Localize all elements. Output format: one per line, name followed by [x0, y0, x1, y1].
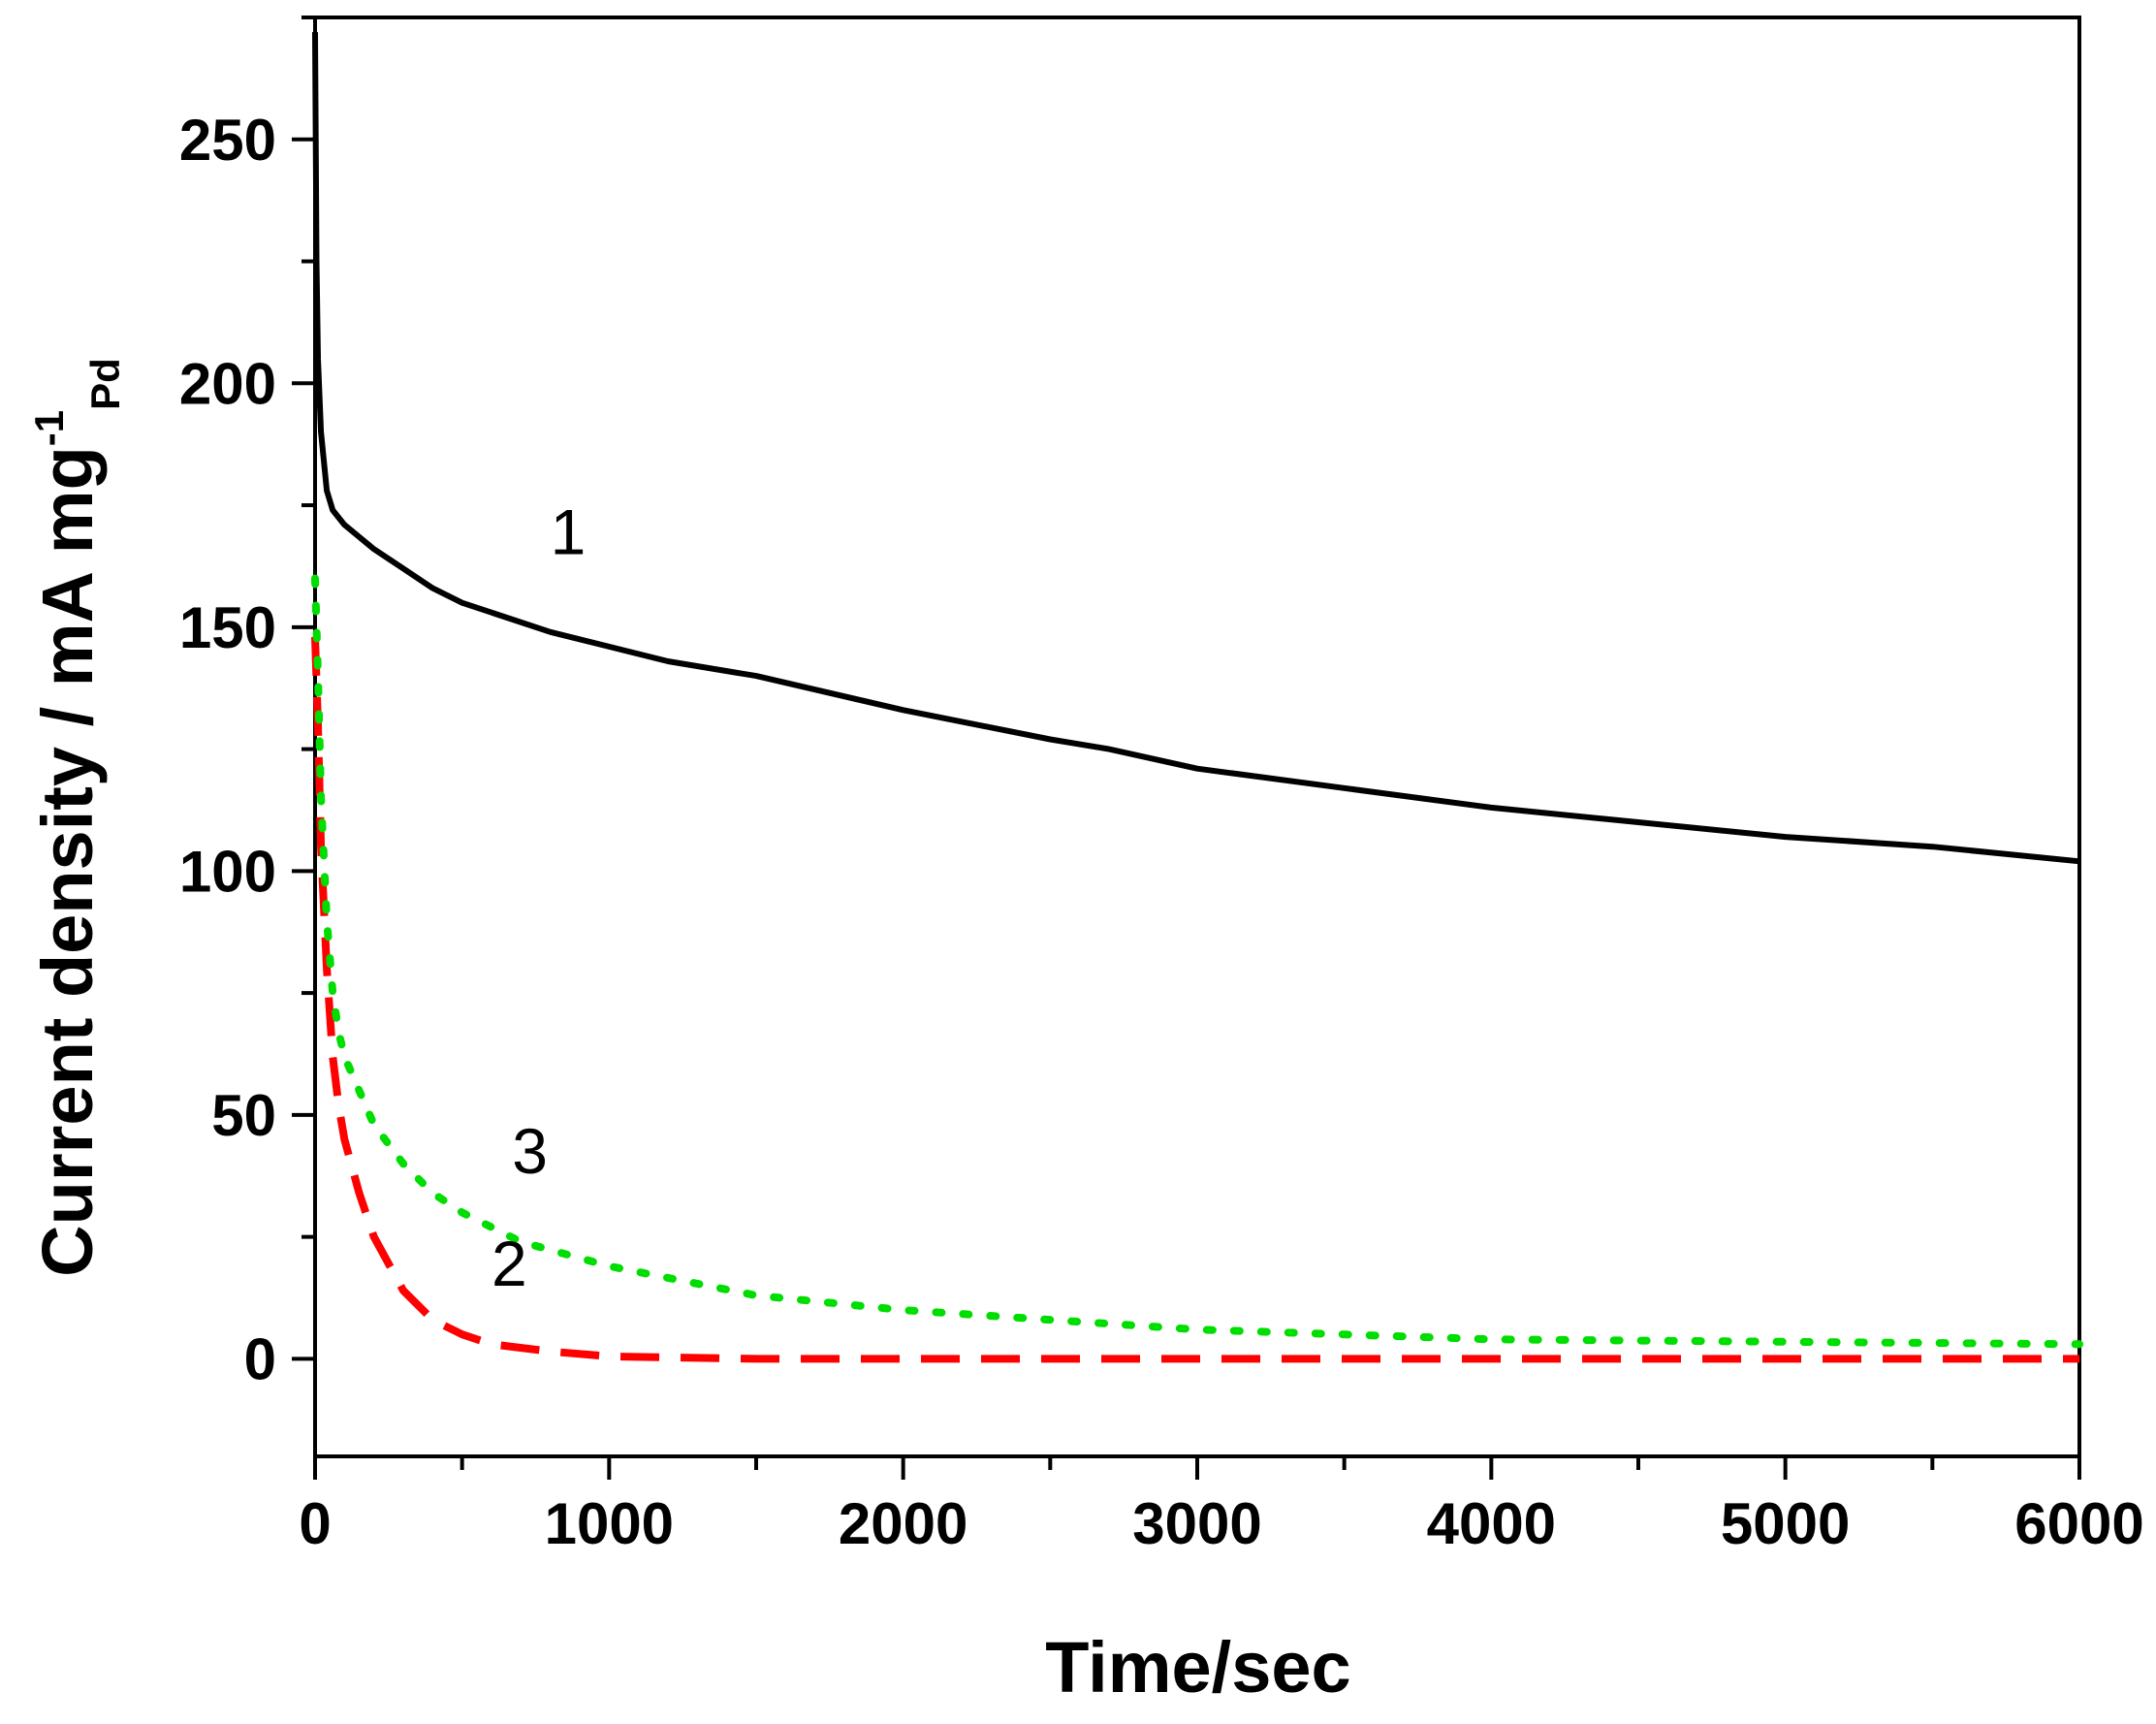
y-tick-label: 250: [179, 108, 276, 173]
svg-text:Current density / mA mg-1Pd: Current density / mA mg-1 Pd: [26, 358, 128, 1277]
x-tick-label: 5000: [1721, 1491, 1850, 1556]
y-tick-label: 100: [179, 839, 276, 904]
x-axis-title: Time/sec: [1045, 1627, 1350, 1708]
x-tick-label: 4000: [1427, 1491, 1556, 1556]
y-axis-title-subscript: Pd: [82, 358, 128, 410]
series-label-1: 1: [551, 495, 587, 567]
series-label-2: 2: [491, 1228, 527, 1299]
series-line-3: [311, 574, 2083, 1349]
y-tick-label: 50: [211, 1083, 276, 1148]
y-axis-title-superscript: -1: [26, 410, 72, 446]
plot-frame: [313, 16, 2081, 1458]
y-axis-title: Current density / mA mg-1 Pd: [26, 358, 128, 1277]
series-line-1: [312, 32, 2080, 865]
series-label-3: 3: [512, 1115, 548, 1187]
series-layer: [311, 32, 2083, 1363]
x-tick-label: 3000: [1132, 1491, 1261, 1556]
x-tick-label: 2000: [839, 1491, 967, 1556]
y-tick-label: 0: [244, 1326, 276, 1391]
x-tick-label: 0: [299, 1491, 331, 1556]
x-tick-label: 1000: [545, 1491, 674, 1556]
labels-layer: 0 1000 2000 3000 4000 5000 6000 0 50 100 150 200 250…: [179, 108, 2144, 1556]
y-tick-label: 150: [179, 595, 276, 660]
y-axis-title-main: Current density / mA mg: [27, 446, 108, 1277]
axis-ticks: [292, 16, 2081, 1480]
y-tick-label: 200: [179, 351, 276, 416]
series-line-2: [311, 636, 2079, 1363]
x-tick-label: 6000: [2014, 1491, 2143, 1556]
